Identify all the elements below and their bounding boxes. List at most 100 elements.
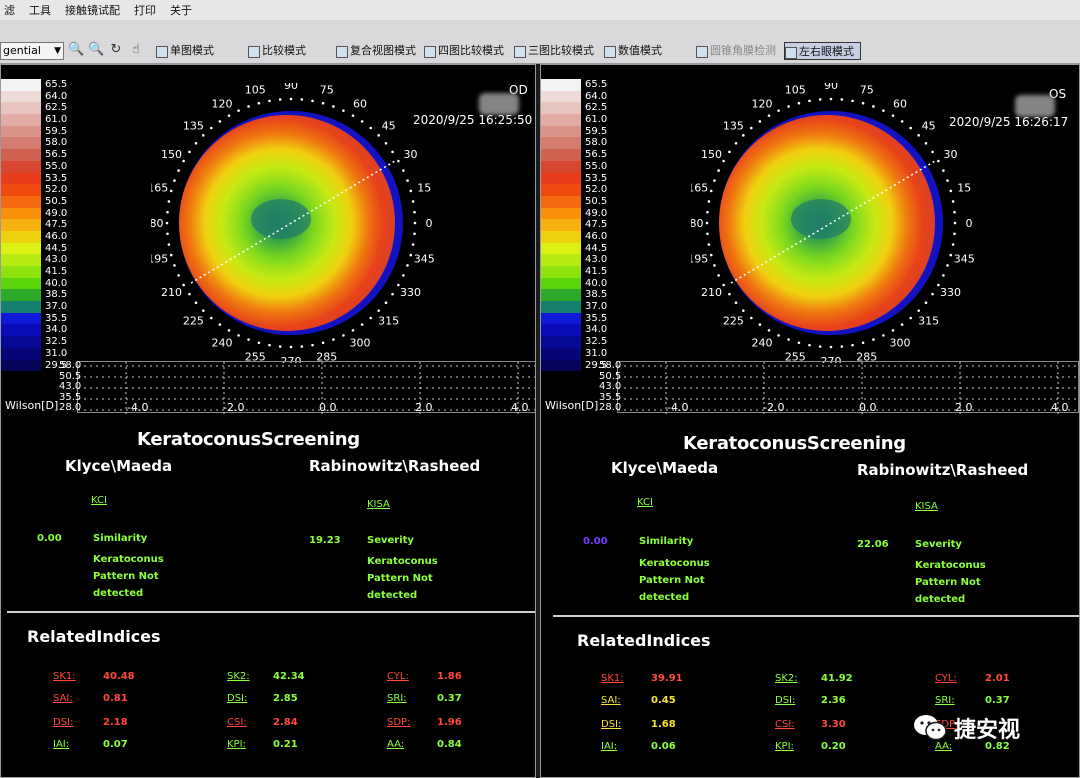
scale-swatch [541, 312, 581, 325]
tick-dot [167, 200, 171, 203]
tick-dot [942, 274, 945, 277]
four-map-button[interactable]: 四图比较模式 [424, 42, 504, 60]
composite-view-button[interactable]: 复合视图模式 [336, 42, 416, 60]
kisa-value: 22.06 [857, 539, 889, 550]
axis-label: 300 [890, 337, 911, 350]
scale-value: 31.0 [585, 347, 608, 359]
tick-dot [797, 101, 801, 105]
zoom-out-icon[interactable]: 🔍 [88, 42, 105, 57]
exam-date: 2020/9/25 16:25:50 [413, 113, 533, 127]
numeric-mode-button[interactable]: 数值模式 [604, 42, 662, 60]
scale-swatch [541, 207, 581, 220]
axis-label: 255 [245, 350, 266, 363]
axis-label: 345 [954, 253, 975, 266]
kci-value: 0.00 [583, 536, 608, 547]
tick-dot [953, 210, 956, 214]
scale-value: 56.5 [585, 149, 608, 161]
wilson-y-tick: 50.5 [59, 370, 82, 382]
zoom-in-icon[interactable]: 🔍 [68, 42, 85, 57]
tick-dot [342, 109, 345, 112]
tick-dot [384, 301, 388, 305]
index-value: 0.06 [651, 741, 676, 752]
tick-dot [840, 98, 844, 101]
tick-dot [937, 159, 940, 163]
index-value: 42.34 [273, 671, 305, 682]
scale-value: 49.0 [45, 207, 68, 219]
single-map-button[interactable]: 单图模式 [156, 42, 214, 60]
scale-row: 31.0 [1, 347, 77, 360]
scale-row: 40.0 [541, 277, 617, 290]
menu-item-lens-fit[interactable]: 接触镜试配 [65, 4, 120, 17]
pointer-icon[interactable]: ☝ [132, 42, 140, 57]
left-right-eye-button[interactable]: 左右眼模式 [784, 42, 861, 60]
three-map-button[interactable]: 三图比较模式 [514, 42, 594, 60]
wilson-y-tick: 50.5 [599, 370, 622, 382]
tick-dot [808, 99, 811, 103]
index-label: SK2: [227, 671, 250, 682]
scale-value: 38.5 [45, 289, 68, 301]
scale-swatch [541, 347, 581, 360]
scale-row: 38.5 [1, 289, 77, 302]
menu-item-about[interactable]: 关于 [170, 4, 192, 17]
scale-row: 37.0 [1, 301, 77, 313]
scale-swatch [1, 277, 41, 290]
tick-dot [713, 264, 716, 267]
axis-label: 345 [414, 253, 435, 266]
compare-button[interactable]: 比较模式 [248, 42, 306, 60]
scale-swatch [1, 184, 41, 196]
tick-dot [384, 141, 388, 145]
tick-dot [218, 120, 222, 123]
klyce-maeda-title: Klyce\Maeda [65, 457, 173, 475]
menu-item-filter[interactable]: 滤 [4, 4, 15, 17]
kci-link[interactable]: KCI [637, 497, 653, 508]
scale-value: 64.0 [585, 90, 608, 102]
menu-item-print[interactable]: 打印 [134, 4, 156, 17]
scale-row: 50.5 [541, 195, 617, 208]
scale-row: 37.0 [541, 301, 617, 313]
tick-dot [289, 345, 293, 349]
scale-row: 47.5 [541, 219, 617, 231]
watermark: 捷安视 [912, 708, 1020, 748]
index-label: SK1: [53, 671, 76, 682]
wilson-x-tick: 0.0 [859, 401, 877, 414]
axis-label: 60 [353, 97, 367, 110]
scale-swatch [1, 79, 41, 91]
kci-link[interactable]: KCI [91, 495, 107, 506]
kisa-link[interactable]: KISA [367, 499, 390, 510]
tick-dot [777, 334, 780, 337]
tick-dot [413, 221, 417, 225]
tick-dot [167, 243, 171, 246]
central-zone [251, 199, 311, 239]
tick-dot [891, 329, 895, 332]
rabinowitz-rasheed-title: Rabinowitz\Rasheed [857, 461, 1029, 479]
scale-row: 43.0 [1, 254, 77, 266]
keratoconus-detect-button[interactable]: 圆锥角膜检测 [696, 42, 776, 60]
tick-dot [165, 221, 169, 225]
color-scale: 65.5 64.0 62.5 61.0 59.5 58.0 56.5 55.0 53.5 52.0… [541, 79, 617, 372]
scale-swatch [1, 230, 41, 243]
tick-dot [169, 189, 173, 193]
axis-label: 255 [785, 350, 806, 363]
rotate-icon[interactable]: ↻ [110, 42, 122, 57]
scale-value: 58.0 [585, 137, 608, 149]
color-scale: 65.5 64.0 62.5 61.0 59.5 58.0 56.5 55.0 53.5 52.0… [1, 79, 77, 372]
tick-dot [413, 232, 416, 236]
axis-label: 300 [350, 337, 371, 350]
kci-value: 0.00 [37, 533, 62, 544]
scale-swatch [541, 277, 581, 290]
tick-dot [818, 345, 822, 348]
scale-value: 29.5 [45, 359, 68, 371]
wilson-x-tick: -2.0 [223, 401, 245, 414]
tick-dot [924, 301, 928, 305]
scale-swatch [541, 359, 581, 372]
map-type-select[interactable]: gential ▼ [0, 42, 64, 60]
scale-swatch [541, 301, 581, 313]
redacted-area [1015, 95, 1055, 117]
wilson-graph [617, 361, 1079, 414]
kisa-link[interactable]: KISA [915, 501, 938, 512]
tick-dot [728, 150, 731, 154]
scale-swatch [541, 254, 581, 266]
scale-value: 65.5 [585, 79, 608, 90]
menu-item-tools[interactable]: 工具 [29, 4, 51, 17]
scale-swatch [1, 254, 41, 266]
